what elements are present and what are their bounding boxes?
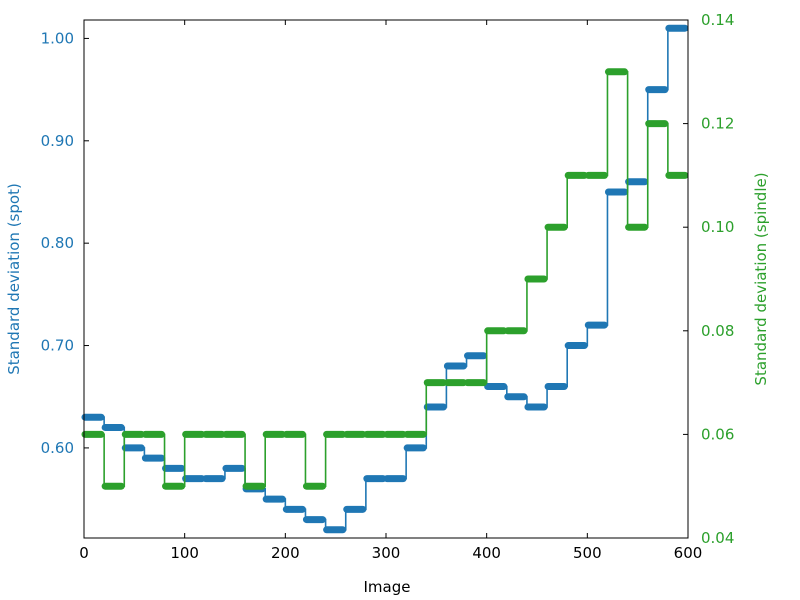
x-tick-label: 300: [372, 544, 401, 562]
right-tick-label: 0.06: [701, 425, 734, 443]
x-tick-label: 0: [79, 544, 89, 562]
x-tick-label: 600: [674, 544, 703, 562]
x-axis-label: Image: [364, 578, 411, 596]
left-tick-label: 0.90: [41, 132, 74, 150]
right-tick-label: 0.10: [701, 218, 734, 236]
left-axis-ticks: 0.60 0.70 0.80 0.90 1.00: [41, 29, 89, 457]
x-axis-ticks: 0 100 200 300 400 500 600: [79, 20, 702, 562]
series-spot: [81, 24, 689, 534]
left-axis-label: Standard deviation (spot): [5, 183, 23, 375]
left-tick-label: 0.60: [41, 439, 74, 457]
right-tick-label: 0.08: [701, 322, 734, 340]
left-tick-label: 1.00: [41, 29, 74, 47]
series-line: [84, 71, 688, 487]
series-line: [84, 27, 688, 531]
left-tick-label: 0.70: [41, 337, 74, 355]
x-tick-label: 100: [170, 544, 199, 562]
plot-frame: [83, 19, 689, 539]
left-tick-label: 0.80: [41, 234, 74, 252]
right-axis-ticks: 0.04 0.06 0.08 0.10 0.12 0.14: [683, 11, 734, 547]
right-tick-label: 0.14: [701, 11, 734, 29]
x-tick-label: 200: [271, 544, 300, 562]
series-spindle: [81, 68, 689, 490]
x-tick-label: 400: [472, 544, 501, 562]
right-axis-label: Standard deviation (spindle): [752, 172, 770, 385]
right-tick-label: 0.12: [701, 115, 734, 133]
x-tick-label: 500: [573, 544, 602, 562]
series-layer: [81, 24, 689, 534]
right-tick-label: 0.04: [701, 529, 734, 547]
